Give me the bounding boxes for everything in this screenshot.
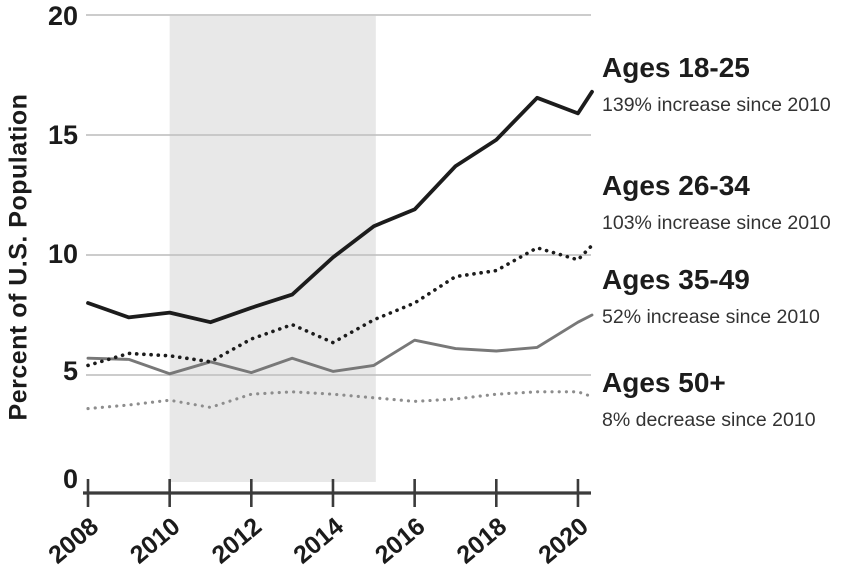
y-tick-label-20: 20 bbox=[48, 1, 78, 31]
y-tick-label-0: 0 bbox=[63, 464, 78, 494]
y-tick-label-5: 5 bbox=[63, 356, 78, 386]
legend-entry-ages-18-25: Ages 18-25 139% increase since 2010 bbox=[602, 53, 851, 116]
legend-series-name: Ages 50+ bbox=[602, 367, 726, 398]
y-tick-label-10: 10 bbox=[48, 239, 78, 269]
legend-entry-ages-26-34: Ages 26-34 103% increase since 2010 bbox=[602, 171, 851, 234]
x-tick-label-2014: 2014 bbox=[288, 512, 349, 569]
series-line-ages-50 bbox=[86, 390, 594, 411]
legend-series-name: Ages 35-49 bbox=[602, 264, 750, 295]
x-tick-label-2012: 2012 bbox=[207, 512, 268, 569]
x-tick-label-2020: 2020 bbox=[533, 512, 594, 569]
y-tick-label-15: 15 bbox=[48, 120, 78, 150]
x-tick-label-2008: 2008 bbox=[43, 512, 104, 569]
legend-series-name: Ages 26-34 bbox=[602, 170, 750, 201]
legend-series-name: Ages 18-25 bbox=[602, 52, 750, 83]
legend-series-annotation: 8% decrease since 2010 bbox=[602, 409, 816, 432]
series-line-ages-35-49 bbox=[86, 313, 594, 376]
x-tick-label-2016: 2016 bbox=[370, 512, 431, 569]
legend-entry-ages-35-49: Ages 35-49 52% increase since 2010 bbox=[602, 265, 851, 328]
x-tick-label-2018: 2018 bbox=[452, 512, 513, 569]
x-tick-label-2010: 2010 bbox=[125, 512, 186, 569]
legend-series-annotation: 103% increase since 2010 bbox=[602, 212, 831, 235]
legend-series-annotation: 52% increase since 2010 bbox=[602, 306, 820, 329]
chart-legend: Ages 18-25 139% increase since 2010 Ages… bbox=[602, 0, 851, 576]
legend-entry-ages-50-plus: Ages 50+ 8% decrease since 2010 bbox=[602, 368, 851, 431]
legend-series-annotation: 139% increase since 2010 bbox=[602, 94, 831, 117]
series-line-ages-18-25 bbox=[86, 89, 594, 325]
